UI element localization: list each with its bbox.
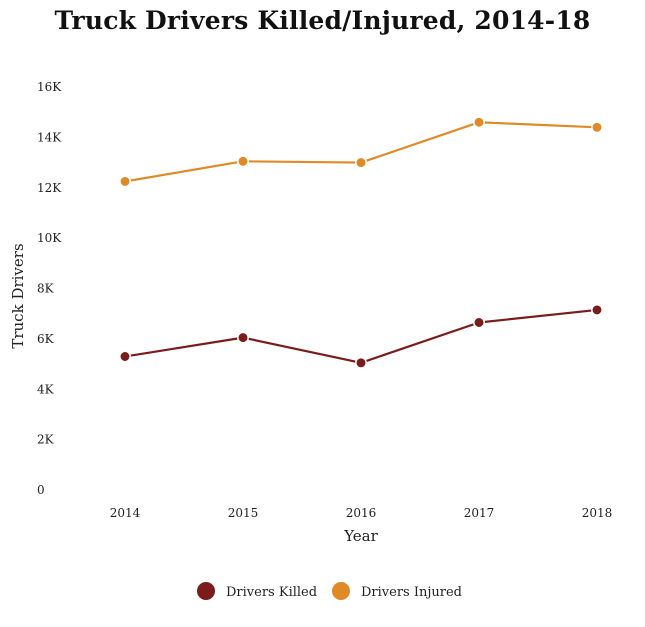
y-tick-label: 10K [37,231,62,245]
y-tick-label: 2K [37,433,55,447]
x-tick-label: 2015 [228,506,259,520]
series-layer [119,116,603,369]
data-point-drivers-injured[interactable] [237,155,249,168]
data-point-drivers-killed[interactable] [355,356,367,369]
y-axis-title: Truck Drivers [9,243,27,348]
series-drivers-injured [119,116,603,188]
data-point-drivers-killed[interactable] [591,303,603,316]
series-line-drivers-injured [124,121,598,183]
series-line-drivers-killed [124,308,598,364]
x-tick-label: 2018 [582,506,613,520]
y-tick-label: 4K [37,382,55,396]
legend-item-drivers-injured[interactable]: Drivers Injured [332,582,462,600]
y-tick-label: 14K [37,130,62,144]
data-point-drivers-injured[interactable] [355,156,367,169]
chart-title: Truck Drivers Killed/Injured, 2014-18 [54,6,591,35]
legend-marker [332,582,350,600]
legend-label: Drivers Injured [361,585,462,600]
data-point-drivers-killed[interactable] [119,350,131,363]
x-tick-label: 2017 [464,506,495,520]
legend-marker [197,582,215,600]
legend-item-drivers-killed[interactable]: Drivers Killed [197,582,317,600]
data-point-drivers-injured[interactable] [591,121,603,134]
y-tick-label: 12K [37,181,62,195]
x-tick-label: 2016 [346,506,377,520]
series-drivers-killed [119,303,603,369]
x-axis-title: Year [343,527,378,545]
y-tick-label: 16K [37,80,62,94]
legend: Drivers Killed Drivers Injured [197,582,462,600]
data-point-drivers-killed[interactable] [473,316,485,329]
x-axis-ticks: 2014 2015 2016 2017 2018 [110,506,613,520]
y-axis-ticks: 0 2K 4K 6K 8K 10K 12K 14K 16K [37,80,62,497]
y-tick-label: 6K [37,332,55,346]
data-point-drivers-injured[interactable] [119,175,131,188]
data-point-drivers-killed[interactable] [237,331,249,344]
y-tick-label: 8K [37,282,55,296]
data-point-drivers-injured[interactable] [473,116,485,129]
y-tick-label: 0 [37,483,45,497]
legend-label: Drivers Killed [226,585,317,600]
x-tick-label: 2014 [110,506,141,520]
